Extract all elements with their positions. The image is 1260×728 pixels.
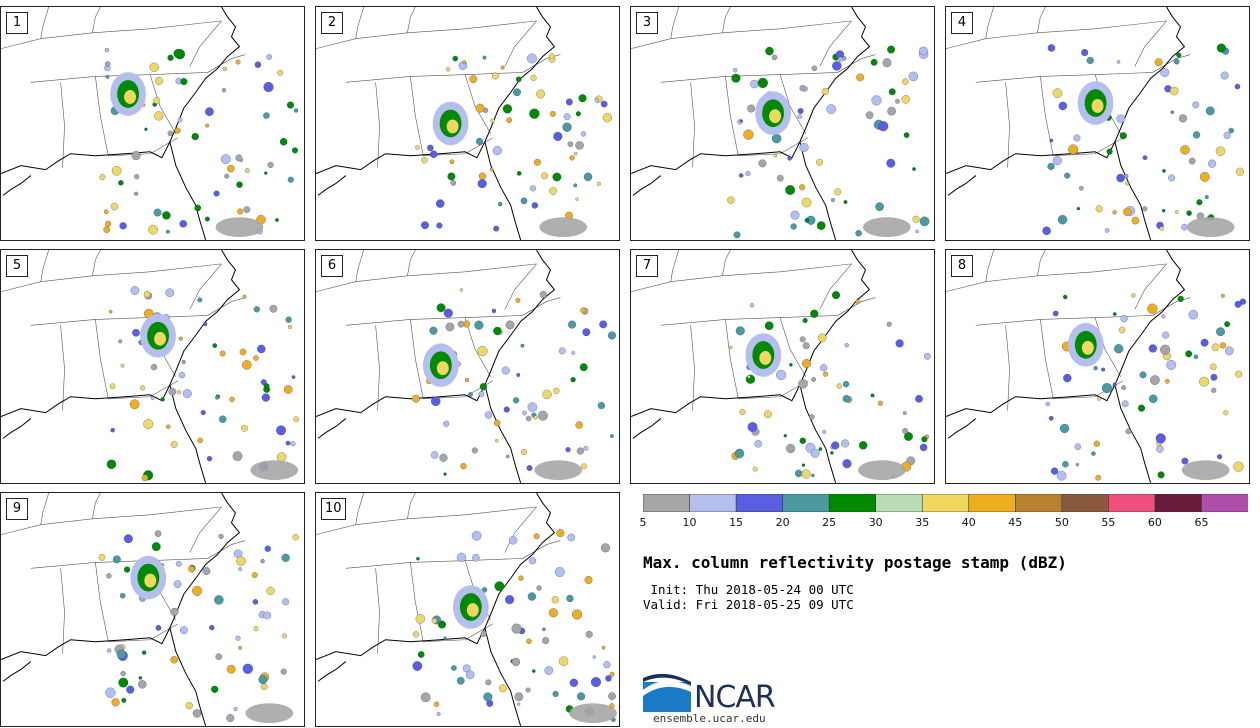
colorbar-segment [643,494,691,512]
panel-number: 10 [321,498,346,520]
colorbar-tick-label: 40 [961,516,976,529]
reflectivity-map [316,250,616,483]
reflectivity-map [631,250,931,483]
colorbar-segment [1201,494,1248,512]
panel-number: 9 [6,498,28,520]
reflectivity-map [316,493,617,726]
colorbar-segment [782,494,830,512]
ensemble-member-panel: 6 [315,249,620,484]
logo-url: ensemble.ucar.edu [653,712,766,725]
figure-title: Max. column reflectivity postage stamp (… [643,553,1067,572]
colorbar-tick-label: 15 [729,516,744,529]
ensemble-member-panel: 4 [945,6,1250,241]
panel-number: 4 [951,12,973,34]
ensemble-member-panel: 1 [0,6,305,241]
panel-number: 3 [636,12,658,34]
colorbar-segment [875,494,924,512]
ensemble-member-panel: 9 [0,492,305,727]
colorbar-tick-label: 55 [1101,516,1116,529]
colorbar-segment [828,494,877,512]
reflectivity-map [946,250,1247,483]
colorbar-tick-label: 45 [1008,516,1023,529]
colorbar-tick-label: 65 [1194,516,1209,529]
ensemble-member-panel: 8 [945,249,1250,484]
init-time: Init: Thu 2018-05-24 00 UTC [643,582,854,597]
colorbar-tick-label: 25 [822,516,837,529]
colorbar-tick-label: 10 [682,516,697,529]
panel-number: 5 [6,255,28,277]
ncar-logo-icon [643,673,691,712]
ensemble-member-panel: 10 [315,492,620,727]
colorbar-segment [689,494,737,512]
panel-number: 1 [6,12,28,34]
panel-number: 2 [321,12,343,34]
reflectivity-map [316,7,612,240]
panel-number: 6 [321,255,343,277]
reflectivity-map [1,7,299,240]
reflectivity-colorbar [643,494,1248,512]
colorbar-segment [735,494,784,512]
colorbar-tick-label: 50 [1054,516,1069,529]
colorbar-segment [921,494,970,512]
colorbar-tick-label: 5 [639,516,647,529]
reflectivity-map [1,250,299,483]
reflectivity-map [1,493,299,726]
colorbar-tick-label: 35 [915,516,930,529]
colorbar-tick-label: 30 [868,516,883,529]
ensemble-member-panel: 3 [630,6,935,241]
colorbar-segment [1015,494,1063,512]
colorbar-segment [1108,494,1156,512]
colorbar-segment [1154,494,1203,512]
reflectivity-map [631,7,930,240]
valid-time: Valid: Fri 2018-05-25 09 UTC [643,597,854,612]
reflectivity-map [946,7,1244,240]
colorbar-segment [1061,494,1110,512]
ensemble-member-panel: 7 [630,249,935,484]
colorbar-tick-label: 60 [1147,516,1162,529]
logo-name: NCAR [694,680,776,715]
panel-number: 7 [636,255,658,277]
panel-number: 8 [951,255,973,277]
ensemble-member-panel: 2 [315,6,620,241]
colorbar-tick-label: 20 [775,516,790,529]
colorbar-segment [968,494,1017,512]
ensemble-member-panel: 5 [0,249,305,484]
